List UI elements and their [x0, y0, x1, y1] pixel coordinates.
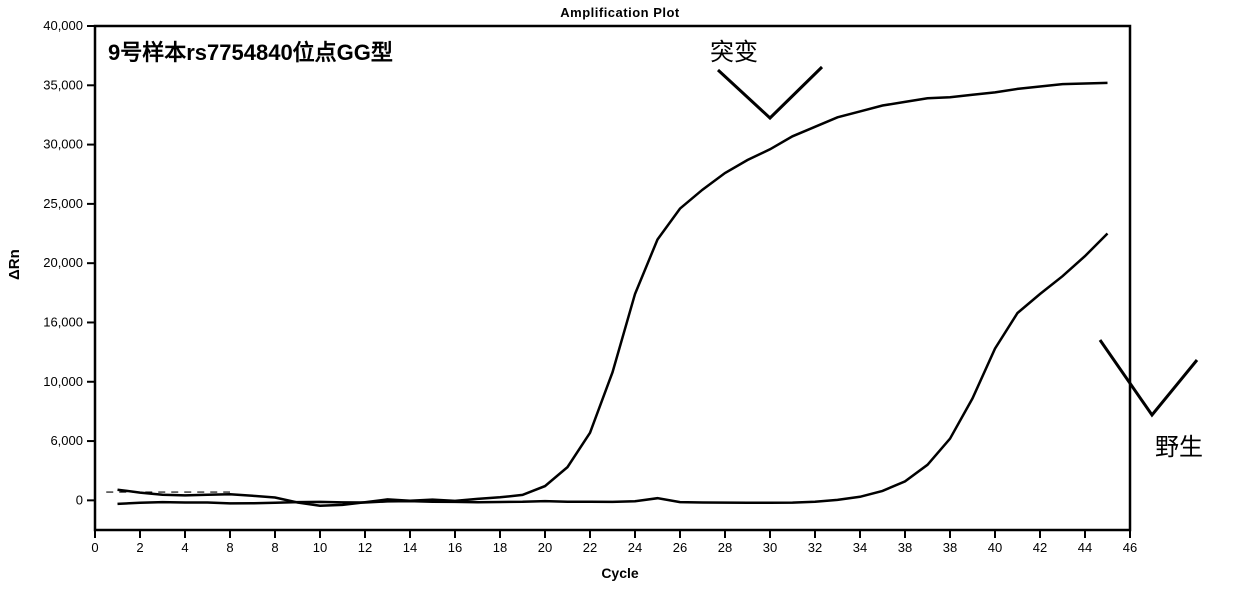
- x-tick-label: 10: [313, 540, 327, 555]
- x-tick-label: 0: [91, 540, 98, 555]
- x-tick-label: 14: [403, 540, 417, 555]
- x-tick-label: 4: [181, 540, 188, 555]
- x-tick-label: 2: [136, 540, 143, 555]
- x-axis-label: Cycle: [601, 565, 638, 581]
- x-tick-label: 28: [718, 540, 732, 555]
- series-pointer-野生: [1100, 340, 1197, 415]
- x-tick-label: 42: [1033, 540, 1047, 555]
- x-tick-label: 32: [808, 540, 822, 555]
- x-tick-label: 30: [763, 540, 777, 555]
- x-tick-label: 40: [988, 540, 1002, 555]
- x-tick-label: 8: [226, 540, 233, 555]
- y-tick-label: 25,000: [43, 196, 83, 211]
- y-tick-label: 20,000: [43, 255, 83, 270]
- y-tick-label: 6,000: [50, 433, 83, 448]
- chart-title: Amplification Plot: [560, 5, 680, 20]
- series-突变: [118, 83, 1108, 506]
- x-tick-label: 38: [943, 540, 957, 555]
- x-tick-label: 24: [628, 540, 642, 555]
- x-tick-label: 38: [898, 540, 912, 555]
- x-tick-label: 16: [448, 540, 462, 555]
- y-tick-label: 30,000: [43, 137, 83, 152]
- x-tick-label: 20: [538, 540, 552, 555]
- x-tick-label: 8: [271, 540, 278, 555]
- plot-border: [95, 26, 1130, 530]
- series-label-野生: 野生: [1155, 434, 1203, 461]
- x-tick-label: 22: [583, 540, 597, 555]
- y-tick-label: 16,000: [43, 314, 83, 329]
- x-tick-label: 34: [853, 540, 867, 555]
- x-tick-label: 12: [358, 540, 372, 555]
- y-tick-label: 0: [76, 492, 83, 507]
- series-label-突变: 突变: [710, 39, 758, 66]
- x-tick-label: 44: [1078, 540, 1092, 555]
- series-pointer-突变: [718, 67, 822, 118]
- x-tick-label: 46: [1123, 540, 1137, 555]
- x-tick-label: 26: [673, 540, 687, 555]
- y-axis-label: ΔRn: [6, 249, 23, 280]
- y-tick-label: 35,000: [43, 77, 83, 92]
- x-tick-label: 18: [493, 540, 507, 555]
- y-tick-label: 10,000: [43, 374, 83, 389]
- sample-label: 9号样本rs7754840位点GG型: [108, 40, 393, 65]
